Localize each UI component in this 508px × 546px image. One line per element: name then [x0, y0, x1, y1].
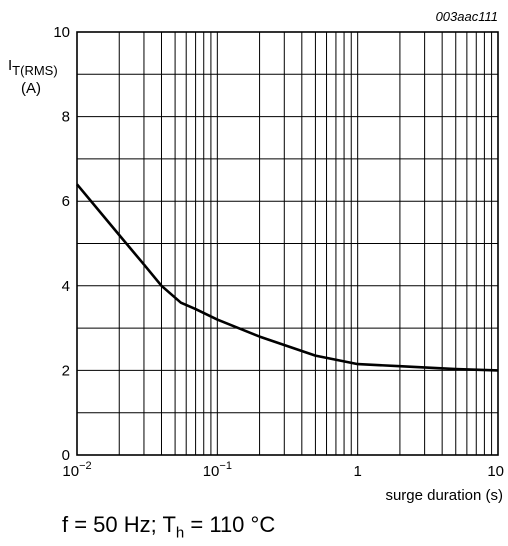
y-tick-label: 0: [62, 447, 70, 464]
series-line: [77, 184, 498, 370]
y-axis-label: IT(RMS): [8, 57, 58, 78]
chart: 0 2 4 6 8 10 10−2 10−1 1 10 003aac111 IT(RMS) (A)…: [0, 0, 508, 510]
x-tick-label: 10−1: [203, 460, 232, 480]
y-tick-label: 10: [53, 24, 70, 41]
x-tick-label: 1: [353, 463, 361, 480]
caption-subscript: h: [176, 524, 184, 541]
caption-suffix: = 110 °C: [184, 512, 275, 537]
y-tick-label: 6: [62, 193, 70, 210]
x-tick-label: 10−2: [62, 460, 91, 480]
y-tick-label: 4: [62, 278, 70, 295]
x-axis-label: surge duration (s): [385, 487, 503, 504]
series: [77, 184, 498, 370]
chart-caption: f = 50 Hz; Th = 110 °C: [62, 512, 275, 541]
grid: [77, 32, 498, 455]
x-tick-label: 10: [487, 463, 504, 480]
chart-code: 003aac111: [436, 9, 498, 24]
caption-prefix: f = 50 Hz; T: [62, 512, 176, 537]
y-tick-label: 8: [62, 109, 70, 126]
tick-labels: 0 2 4 6 8 10 10−2 10−1 1 10: [53, 24, 504, 480]
y-tick-label: 2: [62, 362, 70, 379]
y-axis-unit: (A): [21, 80, 41, 97]
